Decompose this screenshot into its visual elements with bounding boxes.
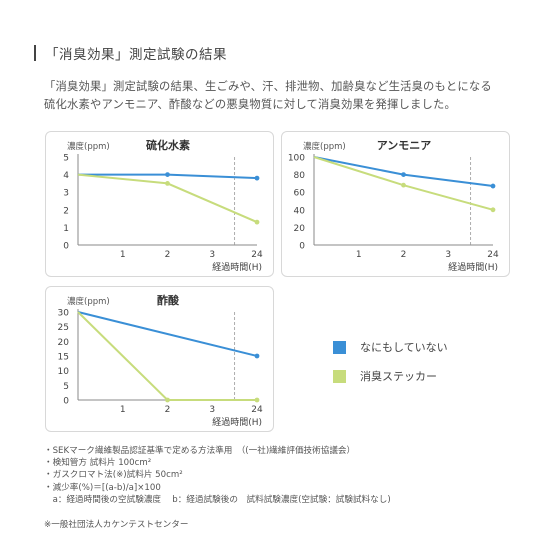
y-tick-label: 5 — [63, 154, 69, 164]
y-tick-label: 60 — [294, 189, 306, 199]
legend: なにもしていない 消臭ステッカー — [333, 338, 448, 396]
data-point — [254, 219, 260, 225]
legend-item-untreated: なにもしていない — [333, 338, 448, 356]
data-point — [165, 397, 170, 403]
data-point — [254, 397, 260, 403]
chart-title: 硫化水素 — [146, 138, 190, 152]
y-tick-label: 30 — [58, 309, 70, 319]
x-tick-label: 3 — [209, 405, 215, 415]
series-line-sticker — [77, 311, 257, 401]
x-tick-label: 3 — [209, 250, 215, 260]
y-tick-label: 4 — [63, 171, 69, 181]
x-tick-label: 3 — [445, 250, 451, 260]
y-tick-label: 5 — [63, 382, 69, 392]
y-tick-label: 0 — [63, 242, 69, 252]
data-point — [254, 175, 260, 181]
chart-title: アンモニア — [377, 139, 432, 152]
x-tick-label: 1 — [356, 250, 362, 260]
page-heading: 「消臭効果」測定試験の結果 — [34, 44, 227, 63]
y-tick-label: 20 — [58, 338, 70, 348]
y-tick-label: 100 — [288, 154, 305, 164]
y-tick-label: 10 — [58, 367, 70, 377]
x-axis-label: 経過時間(H) — [448, 261, 498, 273]
y-tick-label: 80 — [294, 171, 306, 181]
heading-bar — [34, 45, 36, 61]
x-tick-label: 2 — [401, 250, 407, 260]
x-tick-label: 1 — [120, 250, 126, 260]
y-axis-label: 濃度(ppm) — [303, 141, 346, 152]
y-tick-label: 0 — [63, 397, 69, 407]
legend-swatch-green — [333, 369, 346, 383]
description: 「消臭効果」測定試験の結果、生ごみや、汗、排泄物、加齢臭など生活臭のもとになる … — [44, 78, 534, 114]
description-line: 「消臭効果」測定試験の結果、生ごみや、汗、排泄物、加齢臭など生活臭のもとになる — [44, 80, 492, 93]
x-tick-label: 2 — [165, 405, 171, 415]
data-point — [490, 183, 496, 189]
chart-panel-acetic-acid: 濃度(ppm) 酢酸 0 5 10 15 20 25 30 1 2 3 24 経過時間(H) — [45, 286, 274, 432]
data-point — [401, 172, 406, 177]
y-tick-label: 3 — [63, 189, 69, 199]
source-note: ※一般社団法人カケンテストセンター — [44, 520, 189, 530]
legend-label: 消臭ステッカー — [360, 370, 437, 383]
y-tick-label: 1 — [63, 224, 69, 234]
note-line: a：経過時間後の空試験濃度 b：経過試験後の 試料試験濃度(空試験：試験試料なし… — [44, 494, 391, 505]
note-line: ・SEKマーク繊維製品認証基準で定める方法準用 （(一社)繊維評価技術協議会） — [44, 446, 356, 456]
y-axis-label: 濃度(ppm) — [67, 141, 110, 152]
note-line: ・検知管方 試料片 100cm² — [44, 458, 152, 469]
x-axis-label: 経過時間(H) — [212, 261, 262, 273]
chart-title: 酢酸 — [157, 293, 180, 307]
legend-item-sticker: 消臭ステッカー — [333, 367, 448, 385]
chart-panel-hydrogen-sulfide: 濃度(ppm) 硫化水素 0 1 2 3 4 5 1 2 3 24 経過時間(H) — [45, 131, 274, 277]
legend-swatch-blue — [333, 340, 346, 354]
x-tick-label: 24 — [251, 250, 263, 260]
test-notes: ・SEKマーク繊維製品認証基準で定める方法準用 （(一社)繊維評価技術協議会） … — [44, 445, 391, 506]
x-tick-label: 2 — [165, 250, 171, 260]
y-tick-label: 25 — [58, 323, 69, 333]
x-tick-label: 24 — [487, 250, 499, 260]
y-tick-label: 15 — [58, 353, 69, 363]
y-tick-label: 0 — [299, 242, 305, 252]
data-point — [165, 172, 170, 177]
chart-panel-ammonia: 濃度(ppm) アンモニア 0 20 40 60 80 100 1 2 3 24 経過時間(H) — [281, 131, 510, 277]
heading-text: 「消臭効果」測定試験の結果 — [45, 47, 227, 63]
data-point — [254, 353, 260, 359]
y-tick-label: 40 — [294, 206, 306, 216]
legend-label: なにもしていない — [360, 341, 448, 354]
description-line: 硫化水素やアンモニア、酢酸などの悪臭物質に対して消臭効果を発揮しました。 — [44, 98, 456, 111]
x-tick-label: 24 — [251, 405, 263, 415]
series-line-untreated — [313, 156, 494, 188]
y-tick-label: 2 — [63, 206, 69, 216]
data-point — [490, 207, 496, 213]
x-axis-label: 経過時間(H) — [212, 416, 262, 428]
x-tick-label: 1 — [120, 405, 126, 415]
series-line-untreated — [77, 311, 258, 357]
y-tick-label: 20 — [294, 224, 306, 234]
y-axis-label: 濃度(ppm) — [67, 296, 110, 307]
data-point — [165, 181, 170, 186]
note-line: ・減少率(%)＝[(a-b)/a]×100 — [44, 482, 161, 493]
note-line: ・ガスクロマト法(※)試料片 50cm² — [44, 470, 183, 481]
data-point — [401, 182, 406, 188]
